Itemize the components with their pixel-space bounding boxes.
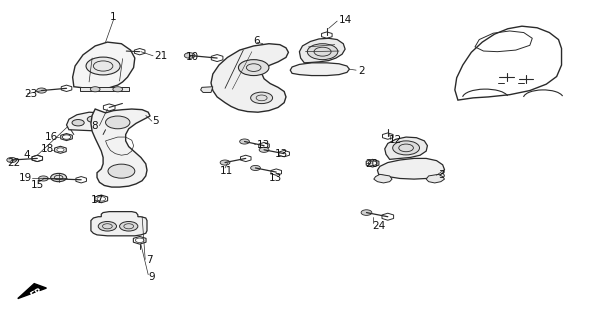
Text: 16: 16 [45,132,59,142]
Circle shape [251,92,273,104]
Text: 7: 7 [146,255,152,265]
Text: 10: 10 [185,52,199,62]
Text: 24: 24 [373,221,386,231]
Polygon shape [200,87,213,92]
Circle shape [393,141,420,155]
Text: 5: 5 [153,116,159,126]
Circle shape [108,164,135,178]
Text: 18: 18 [40,145,54,155]
Polygon shape [18,284,46,299]
Polygon shape [211,44,288,112]
Text: 12: 12 [389,135,402,145]
Text: 6: 6 [254,36,260,46]
Text: 3: 3 [439,170,445,180]
Text: 23: 23 [24,89,37,99]
Circle shape [113,87,123,92]
Circle shape [251,165,260,171]
Circle shape [86,57,120,75]
Text: 2: 2 [359,66,365,76]
Text: 9: 9 [149,272,155,282]
Polygon shape [378,158,444,179]
Circle shape [51,173,67,182]
Text: 13: 13 [275,149,288,159]
Polygon shape [67,112,112,131]
Circle shape [240,139,249,144]
Circle shape [37,88,46,93]
Circle shape [185,53,195,58]
Text: 19: 19 [19,173,32,183]
Circle shape [98,221,117,231]
Circle shape [106,116,130,129]
Polygon shape [426,174,444,183]
Text: 14: 14 [339,15,353,26]
Polygon shape [290,63,349,76]
Text: 20: 20 [365,159,378,169]
Circle shape [361,210,372,215]
Circle shape [120,221,138,231]
Text: 21: 21 [155,51,167,61]
Polygon shape [374,174,392,183]
Text: 22: 22 [7,157,20,168]
Text: FR.: FR. [29,284,48,300]
Polygon shape [299,38,345,63]
Circle shape [72,120,84,126]
Text: 13: 13 [269,172,282,182]
Text: 8: 8 [91,121,98,131]
Text: 15: 15 [31,180,45,189]
Polygon shape [73,42,135,89]
Circle shape [38,176,48,181]
Text: 11: 11 [220,165,233,175]
Circle shape [307,44,338,60]
Circle shape [220,160,230,165]
Text: 13: 13 [257,140,270,150]
Text: 1: 1 [110,12,117,22]
Circle shape [7,157,16,163]
Polygon shape [91,212,147,236]
Circle shape [98,119,111,125]
Polygon shape [385,137,428,159]
Circle shape [238,60,269,76]
Circle shape [90,87,100,92]
Text: 4: 4 [24,150,31,160]
Polygon shape [91,109,150,187]
Text: 17: 17 [91,196,104,205]
Circle shape [87,116,100,123]
Circle shape [259,147,269,152]
Polygon shape [80,87,129,92]
